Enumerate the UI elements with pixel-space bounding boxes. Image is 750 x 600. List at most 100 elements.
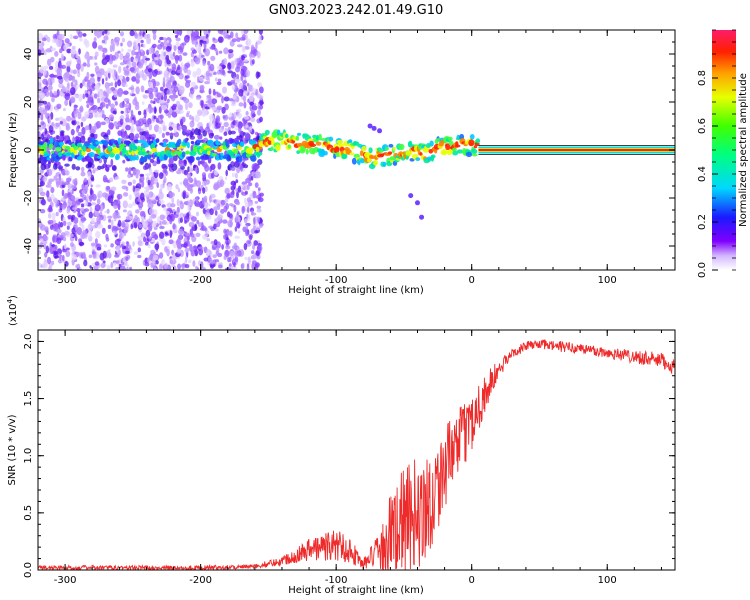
spectral-speckle — [164, 262, 169, 270]
spectral-speckle — [223, 255, 227, 260]
spectral-speckle — [179, 200, 183, 205]
spectral-speckle — [113, 93, 118, 98]
spectral-speckle — [81, 224, 85, 231]
spectral-speckle — [205, 214, 212, 220]
spectral-speckle — [61, 254, 65, 262]
spectral-speckle — [196, 67, 202, 76]
spectral-speckle — [140, 48, 144, 53]
spectral-speckle — [74, 94, 79, 99]
spectral-speckle — [94, 238, 98, 245]
spectral-speckle — [168, 239, 174, 245]
spectral-speckle — [54, 244, 58, 250]
ridge-blob — [470, 148, 478, 155]
spectral-speckle — [119, 102, 125, 109]
spectral-speckle — [83, 202, 89, 207]
ridge-blob — [155, 138, 160, 144]
spectral-speckle — [206, 76, 211, 83]
spectral-speckle — [236, 44, 243, 48]
spectral-speckle — [72, 200, 76, 208]
spectral-speckle — [91, 193, 97, 201]
spectral-speckle — [61, 155, 66, 161]
spectral-speckle — [112, 226, 119, 232]
spectral-speckle — [252, 244, 256, 250]
snr-y-label: SNR (10 * v/v) — [7, 414, 18, 485]
snr-frame — [37, 329, 676, 571]
ridge-blob — [445, 143, 451, 151]
spectral-speckle — [70, 48, 77, 55]
spectral-speckle — [194, 114, 200, 123]
spectral-speckle — [178, 54, 183, 62]
spectral-speckle — [80, 121, 84, 128]
spectral-speckle — [45, 230, 49, 235]
spectral-speckle — [173, 214, 179, 219]
spectral-speckle — [229, 112, 233, 118]
snr-x-label: Height of straight line (km) — [288, 585, 424, 596]
spectral-speckle — [151, 136, 155, 141]
spectral-speckle — [152, 101, 156, 104]
spectral-speckle — [256, 51, 261, 59]
spectral-speckle — [228, 98, 234, 102]
spectral-speckle — [246, 206, 250, 213]
spectral-speckle — [217, 30, 224, 34]
spectral-speckle — [72, 136, 75, 143]
ridge-blob — [102, 140, 109, 146]
spectral-speckle — [103, 90, 107, 97]
spectral-speckle — [256, 208, 262, 213]
spectral-speckle — [210, 259, 215, 265]
spectral-speckle — [110, 103, 115, 109]
spectral-speckle — [125, 186, 129, 192]
spectral-speckle — [86, 62, 91, 68]
spectral-speckle — [250, 210, 254, 216]
spectral-speckle — [52, 38, 58, 44]
spectral-speckle — [255, 250, 260, 257]
spectral-speckle — [131, 49, 136, 56]
spectral-speckle — [161, 238, 166, 246]
spectral-speckle — [222, 69, 226, 76]
spectral-speckle — [234, 172, 238, 179]
spectral-speckle — [251, 59, 255, 65]
spectral-speckle — [204, 48, 211, 57]
spectral-speckle — [183, 98, 190, 104]
ridge-blob — [227, 155, 232, 161]
spectral-speckle — [75, 200, 81, 205]
spectral-speckle — [208, 97, 212, 105]
ridge-blob — [382, 161, 387, 167]
ridge-blob — [320, 148, 326, 156]
spectral-speckle — [198, 190, 201, 194]
spectral-speckle — [156, 92, 163, 100]
spectral-speckle — [73, 104, 77, 112]
spectral-speckle — [159, 214, 165, 221]
spectral-speckle — [38, 223, 42, 228]
spectral-speckle — [143, 189, 149, 198]
spectral-speckle — [152, 86, 157, 93]
spectral-speckle — [234, 119, 239, 127]
y-tick-label: 0.5 — [23, 505, 34, 521]
spectral-speckle — [242, 95, 247, 103]
spectral-speckle — [147, 68, 153, 73]
spectral-speckle — [246, 184, 250, 191]
spectral-speckle — [159, 54, 166, 61]
ridge-blob — [151, 147, 158, 153]
spectral-speckle — [131, 61, 137, 68]
spectral-speckle — [83, 177, 87, 183]
spectral-speckle — [200, 100, 204, 109]
spectral-speckle — [202, 60, 206, 66]
spectral-speckle — [176, 170, 182, 175]
spectral-speckle — [90, 184, 93, 188]
spectral-speckle — [195, 43, 202, 52]
ridge-blob — [51, 150, 55, 154]
spectral-speckle — [123, 66, 126, 72]
spectral-speckle — [40, 121, 45, 126]
spectral-speckle — [201, 172, 207, 178]
spectral-speckle — [251, 105, 258, 111]
spectral-speckle — [94, 51, 99, 57]
spectral-speckle — [38, 262, 42, 269]
spectral-speckle — [233, 111, 237, 120]
spectral-speckle — [89, 77, 96, 85]
spectral-speckle — [179, 47, 184, 53]
spectral-speckle — [119, 138, 125, 142]
spectral-speckle — [39, 209, 46, 214]
spectral-speckle — [188, 221, 195, 228]
spectral-speckle — [250, 193, 254, 198]
y-tick-label: 1.5 — [23, 391, 34, 407]
